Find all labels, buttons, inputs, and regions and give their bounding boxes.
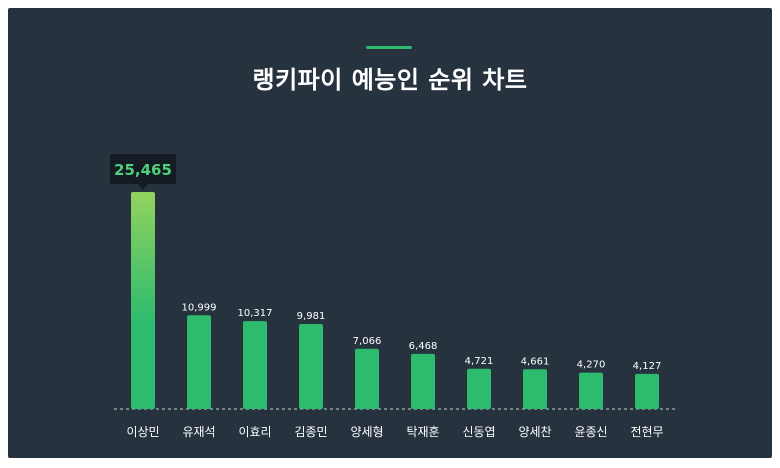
value-label-7: 4,721 xyxy=(465,356,494,367)
category-label-2: 유재석 xyxy=(182,425,215,439)
value-label-1: 25,465 xyxy=(114,161,172,179)
value-label-5: 7,066 xyxy=(353,336,382,347)
title-accent-line xyxy=(366,46,412,49)
value-label-2: 10,999 xyxy=(182,302,217,313)
category-label-9: 윤종신 xyxy=(574,425,607,439)
category-label-4: 김종민 xyxy=(294,425,327,439)
category-label-3: 이효리 xyxy=(238,425,271,439)
category-label-5: 양세형 xyxy=(350,425,383,439)
bar-8 xyxy=(523,369,547,409)
value-tooltip xyxy=(110,154,176,184)
value-label-6: 6,468 xyxy=(409,341,438,352)
bar-4 xyxy=(299,323,323,409)
bar-10 xyxy=(635,373,659,409)
bar-6 xyxy=(411,353,435,409)
category-label-1: 이상민 xyxy=(126,425,159,439)
chart-title: 랭키파이 예능인 순위 차트 xyxy=(252,66,528,94)
bar-9 xyxy=(579,372,603,409)
category-label-6: 탁재훈 xyxy=(406,425,439,439)
value-label-4: 9,981 xyxy=(297,311,326,322)
bar-3 xyxy=(243,321,267,409)
value-label-10: 4,127 xyxy=(633,361,662,372)
value-label-3: 10,317 xyxy=(238,308,273,319)
bar-5 xyxy=(355,348,379,409)
bar-7 xyxy=(467,368,491,409)
category-label-7: 신동엽 xyxy=(462,425,495,439)
tooltip-pointer xyxy=(138,184,148,190)
category-label-8: 양세찬 xyxy=(518,424,551,439)
bar-1 xyxy=(131,192,155,409)
bar-2 xyxy=(187,315,211,409)
value-label-8: 4,661 xyxy=(521,356,550,367)
value-label-9: 4,270 xyxy=(577,360,606,371)
category-label-10: 전현무 xyxy=(630,425,663,439)
